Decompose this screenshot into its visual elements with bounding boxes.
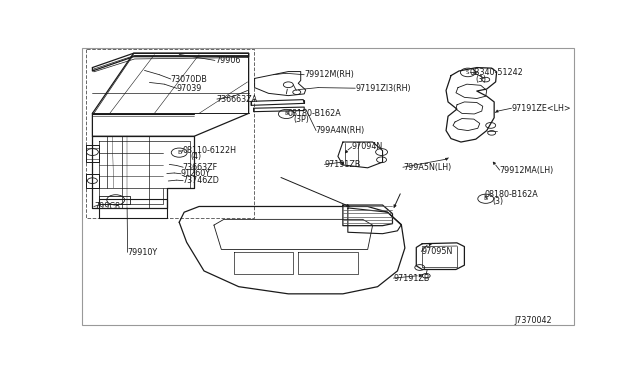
Text: B: B [284,112,289,116]
Text: 73070DB: 73070DB [170,74,207,83]
Text: 97191ZB: 97191ZB [324,160,361,169]
Text: 79912MA(LH): 79912MA(LH) [500,166,554,174]
Text: 91260Y: 91260Y [180,169,211,178]
Text: 97191ZB: 97191ZB [394,273,430,283]
Text: 799A4N(RH): 799A4N(RH) [316,126,365,135]
Text: 799C8: 799C8 [94,202,120,211]
Text: (3): (3) [493,196,504,206]
Text: 08180-B162A: 08180-B162A [484,190,538,199]
Text: 97039: 97039 [177,84,202,93]
Text: B: B [484,196,488,201]
Text: 0B340-51242: 0B340-51242 [469,68,523,77]
Text: (3P): (3P) [293,115,309,124]
Text: 08180-B162A: 08180-B162A [287,109,341,118]
Text: 08110-6122H: 08110-6122H [182,145,237,154]
Text: 79906: 79906 [215,56,240,65]
Text: (3): (3) [476,74,487,83]
Text: 73746ZD: 73746ZD [182,176,220,185]
Text: (4): (4) [190,152,201,161]
Text: 97094N: 97094N [352,142,383,151]
Text: 97095N: 97095N [421,247,452,256]
Text: 97191ZE<LH>: 97191ZE<LH> [511,104,571,113]
Text: B: B [177,150,181,155]
Text: S: S [466,70,470,75]
Text: 799A5N(LH): 799A5N(LH) [403,163,451,172]
Text: 97191ZI3(RH): 97191ZI3(RH) [355,84,411,93]
Text: 73663ZF: 73663ZF [182,163,218,172]
Text: J7370042: J7370042 [515,316,552,325]
Text: 79910Y: 79910Y [127,248,157,257]
Text: 736663ZA: 736663ZA [216,94,257,103]
Text: 79912M(RH): 79912M(RH) [304,70,354,79]
